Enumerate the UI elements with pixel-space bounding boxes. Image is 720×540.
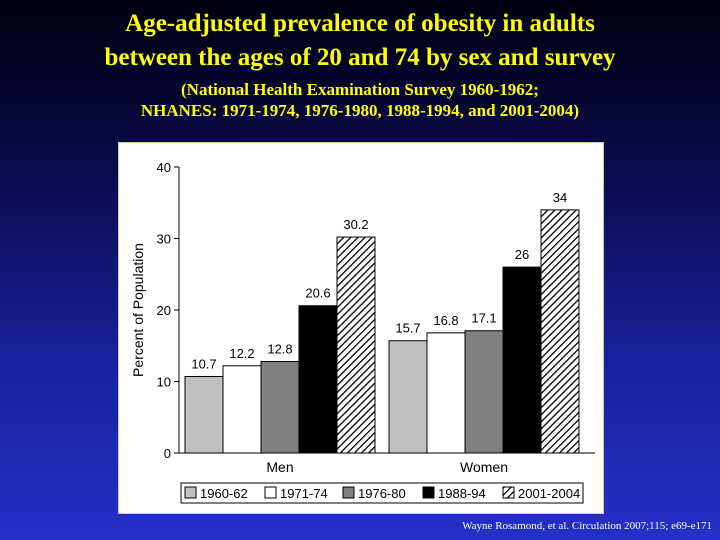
slide-subtitle-line-2: NHANES: 1971-1974, 1976-1980, 1988-1994,…: [140, 101, 580, 120]
legend-entry-label: 1960-62: [200, 486, 248, 501]
bar: [464, 330, 504, 454]
bar-value-label: 15.7: [395, 321, 420, 336]
y-tick-label: 10: [157, 375, 171, 390]
bar-value-label: 17.1: [471, 311, 496, 326]
bar-value-label: 16.8: [433, 313, 458, 328]
legend-swatch: [264, 486, 277, 499]
y-tick-label: 40: [157, 160, 171, 175]
citation: Wayne Rosamond, et al. Circulation 2007;…: [462, 520, 712, 532]
legend-entry-label: 2001-2004: [518, 486, 580, 501]
bar-chart: 0 10 20 30 40 Percent of Population 10.7 12.2 12…: [130, 160, 595, 504]
bar: [426, 332, 466, 454]
y-tick-label: 0: [164, 446, 171, 461]
legend-entry-label: 1988-94: [438, 486, 486, 501]
bar: [298, 305, 338, 454]
bar-value-label: 34: [553, 190, 567, 205]
bar-value-label: 20.6: [305, 286, 330, 301]
legend-swatch: [184, 486, 197, 499]
bar-value-label: 12.2: [229, 346, 254, 361]
bar-value-label: 30.2: [343, 217, 368, 232]
bar: [502, 266, 542, 454]
legend-swatch: [502, 486, 515, 499]
y-axis-label: Percent of Population: [130, 243, 146, 377]
legend-entry-label: 1976-80: [358, 486, 406, 501]
bar: [540, 209, 580, 454]
bar-value-label: 26: [515, 247, 529, 262]
legend-swatch: [342, 486, 355, 499]
x-category-label: Women: [460, 459, 508, 475]
slide-subtitle-line-1: (National Health Examination Survey 1960…: [181, 80, 539, 99]
legend-entry-label: 1971-74: [280, 486, 328, 501]
bar-value-label: 12.8: [267, 341, 292, 356]
legend-box: [180, 482, 584, 504]
x-category-label: Men: [266, 459, 293, 475]
bar: [184, 375, 224, 454]
slide-title-line-2: between the ages of 20 and 74 by sex and…: [104, 44, 616, 71]
bar: [222, 365, 262, 454]
bar: [336, 236, 376, 454]
y-tick-label: 20: [157, 303, 171, 318]
bar: [388, 340, 428, 454]
y-tick-label: 30: [157, 232, 171, 247]
slide-title-line-1: Age-adjusted prevalence of obesity in ad…: [125, 10, 595, 37]
legend-swatch: [422, 486, 435, 499]
chart-panel: 0 10 20 30 40 Percent of Population 10.7 12.2 12…: [118, 142, 604, 514]
bar-value-label: 10.7: [191, 356, 216, 371]
bar: [260, 360, 300, 454]
